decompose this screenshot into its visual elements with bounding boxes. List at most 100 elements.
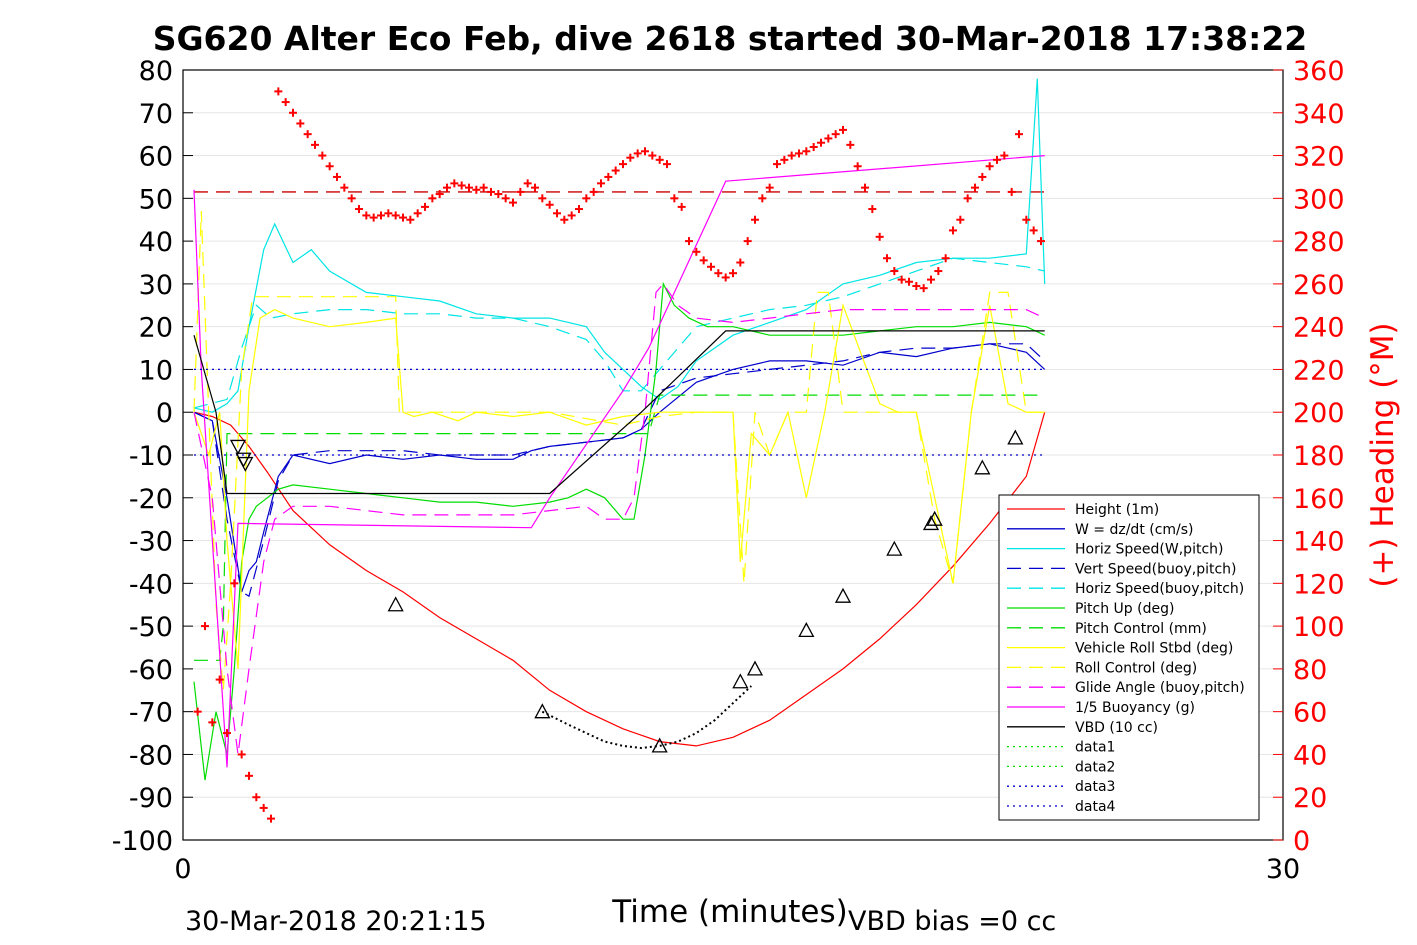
heading-point [655,155,664,164]
heading-point [399,213,407,222]
heading-point [1015,130,1023,139]
heading-point [809,143,818,151]
legend-label-roll: Vehicle Roll Stbd (deg) [1075,641,1233,657]
legend-label-w: W = dz/dt (cm/s) [1075,522,1194,538]
legend-label-pitch_up: Pitch Up (deg) [1075,601,1174,617]
heading-point [736,258,745,267]
heading-point [193,707,202,716]
legend: Height (1m) W = dz/dt (cm/s) Horiz Speed(W… [998,494,1260,821]
heading-point [897,275,906,284]
heading-point [817,138,825,147]
triangle-up-marker [1007,429,1024,445]
heading-point [721,273,730,282]
heading-point [245,771,253,780]
right-tick-label: 300 [1293,184,1345,215]
marker-layer [193,87,1045,823]
heading-point [223,729,231,738]
right-tick-label: 160 [1293,484,1345,515]
heading-point [707,262,715,271]
triangle-up-marker [651,737,668,753]
right-tick-label: 120 [1293,569,1345,600]
left-tick-label: -20 [129,484,173,515]
heading-point [465,183,473,192]
triangle-down-marker [235,452,252,468]
heading-point [912,282,921,291]
legend-label-roll_ctrl: Roll Control (deg) [1075,660,1197,676]
heading-point [699,256,708,265]
right-axis-label: (+) Heading (°M) [1365,322,1401,587]
heading-point [714,269,723,278]
heading-point [384,209,393,218]
heading-point [494,190,503,199]
x-tick-label: 0 [174,854,191,885]
heading-point [545,200,554,209]
heading-point [626,153,635,162]
triangle-up-marker [834,587,852,603]
heading-point [443,183,451,192]
legend-label-glide: Glide Angle (buoy,pitch) [1075,680,1245,696]
left-tick-label: 10 [139,355,173,386]
series-pitch_up [193,281,1045,781]
x-axis: 0 30 [174,854,1300,885]
heading-point [743,237,752,246]
heading-point [692,247,701,256]
x-axis-label: Time (minutes) [611,894,847,930]
left-tick-label: 20 [139,313,173,344]
heading-point [773,160,781,169]
heading-point [604,172,613,181]
right-axis: 3603403203002802602402202001801601401201… [1273,56,1345,857]
heading-point [648,151,657,160]
heading-point [1007,187,1016,196]
heading-point [589,187,598,196]
series-buoy [193,155,1045,768]
heading-point [340,183,349,192]
left-tick-label: 30 [139,270,173,301]
legend-label-data1: data1 [1075,740,1115,756]
heading-point [641,147,649,156]
triangle-up-marker [798,622,815,638]
heading-point [237,750,246,759]
left-tick-label: -40 [129,569,173,600]
triangle-down-marker [229,439,247,455]
heading-point [553,209,561,218]
left-tick-label: 0 [156,398,173,429]
heading-point [311,140,319,149]
series-horiz_w [193,78,1046,413]
heading-point [289,108,297,117]
left-tick-label: 60 [139,142,173,173]
heading-point [479,183,488,192]
right-tick-label: 240 [1293,313,1345,344]
heading-point [765,183,774,192]
right-tick-label: 180 [1293,441,1345,472]
heading-point [685,237,693,246]
triangle-up-marker [732,673,749,689]
bottom-dotted-segment [541,685,752,750]
heading-point [729,269,737,278]
triangle-up-marker [387,596,404,612]
heading-point [611,166,620,175]
heading-point [450,179,459,188]
heading-point [296,119,305,128]
heading-point [377,211,385,220]
x-tick-label: 30 [1266,854,1300,885]
heading-point [905,277,913,286]
triangle-up-marker [534,703,551,719]
right-tick-label: 260 [1293,270,1345,301]
heading-point [501,194,510,203]
heading-point [560,215,569,224]
heading-point [619,160,627,169]
heading-point [751,215,759,224]
heading-point [956,215,965,224]
heading-point [861,183,869,192]
legend-label-horiz_w: Horiz Speed(W,pitch) [1075,542,1223,558]
heading-point [663,160,671,169]
heading-point [516,187,525,196]
heading-point [281,98,290,107]
heading-point [259,803,268,812]
heading-point [575,205,583,214]
heading-point [538,194,547,203]
heading-point [208,718,217,727]
right-tick-label: 80 [1293,655,1327,686]
legend-label-vbd: VBD (10 cc) [1075,720,1158,736]
